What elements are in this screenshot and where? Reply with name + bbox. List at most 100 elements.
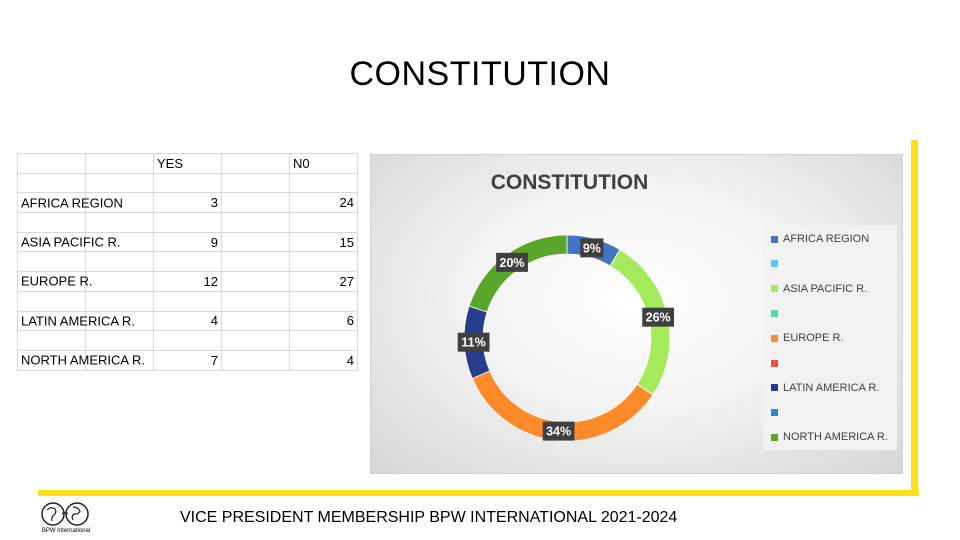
table-header-row: YES N0 <box>17 153 358 174</box>
legend-item: EUROPE R. <box>771 331 844 345</box>
data-table: YES N0 AFRICA REGION 3 24 ASIA PACIFIC R. 9 15 E… <box>17 153 358 371</box>
legend-item <box>771 306 783 320</box>
empty-cell <box>221 330 290 351</box>
empty-cell <box>221 212 290 233</box>
no-cell <box>289 330 358 351</box>
legend-swatch <box>771 285 778 293</box>
table-row <box>17 290 358 312</box>
no-cell: 15 <box>289 231 358 253</box>
table-row: LATIN AMERICA R. 4 6 <box>17 310 358 332</box>
yellow-accent-bottom <box>38 490 919 496</box>
empty-cell <box>221 231 290 253</box>
region-cell <box>17 290 86 312</box>
table-header-cell <box>17 153 86 174</box>
legend-swatch <box>771 235 778 243</box>
legend-item: NORTH AMERICA R. <box>771 430 888 444</box>
empty-cell <box>85 172 154 194</box>
region-label: AFRICA REGION <box>21 195 123 211</box>
legend-item <box>771 406 783 420</box>
legend-label: ASIA PACIFIC R. <box>783 282 868 295</box>
footer-text: VICE PRESIDENT MEMBERSHIP BPW INTERNATIO… <box>180 509 678 526</box>
empty-cell <box>221 192 290 214</box>
bpw-logo-icon <box>41 502 89 526</box>
legend-swatch <box>771 409 778 417</box>
yes-cell: 12 <box>153 271 222 292</box>
region-cell <box>17 251 86 273</box>
empty-cell <box>85 212 154 233</box>
empty-cell <box>85 290 154 312</box>
empty-cell <box>85 330 154 351</box>
region-label: LATIN AMERICA R. <box>21 313 135 329</box>
legend-item <box>771 356 783 370</box>
yes-cell: 4 <box>153 310 222 332</box>
table-row <box>17 251 358 273</box>
table-row: AFRICA REGION 3 24 <box>17 192 358 214</box>
logo-caption: BPW International <box>41 528 91 534</box>
yes-cell: 7 <box>153 349 222 371</box>
region-cell: ASIA PACIFIC R. <box>17 231 120 253</box>
yes-cell <box>153 330 222 351</box>
data-label-box <box>542 421 575 441</box>
empty-cell <box>85 271 154 292</box>
empty-cell <box>221 310 290 332</box>
no-cell: 24 <box>289 192 358 214</box>
data-label-box <box>580 238 604 258</box>
table-header-cell: YES <box>153 153 222 174</box>
donut-slice <box>468 234 568 313</box>
no-cell <box>289 290 358 312</box>
empty-cell <box>221 172 290 194</box>
legend-swatch <box>771 433 778 441</box>
no-cell <box>289 251 358 273</box>
table-row <box>17 172 358 194</box>
legend-label: NORTH AMERICA R. <box>783 431 888 444</box>
no-cell: 4 <box>289 349 358 371</box>
no-cell: 6 <box>289 310 358 332</box>
legend-item: LATIN AMERICA R. <box>771 381 879 395</box>
table-header-cell: N0 <box>289 153 358 174</box>
empty-cell <box>221 290 290 312</box>
data-label-box <box>642 307 675 327</box>
empty-cell <box>221 349 290 371</box>
legend-item: ASIA PACIFIC R. <box>771 282 867 296</box>
region-cell <box>17 212 86 233</box>
legend-swatch <box>771 309 778 317</box>
legend-swatch <box>771 260 778 268</box>
chart-title: CONSTITUTION <box>490 171 649 194</box>
table-row: NORTH AMERICA R. 7 4 <box>17 349 358 371</box>
yes-cell <box>153 251 222 273</box>
data-label: 11% <box>461 336 485 350</box>
chart-legend: AFRICA REGION ASIA PACIFIC R. EUROPE R. LAT… <box>763 225 897 450</box>
data-label-box <box>457 332 490 352</box>
region-cell <box>17 330 86 351</box>
yes-cell <box>153 172 222 194</box>
data-label: 20% <box>500 256 525 270</box>
region-cell <box>17 172 86 194</box>
legend-swatch <box>771 384 778 392</box>
table-header-cell <box>85 153 154 174</box>
legend-label: LATIN AMERICA R. <box>783 381 880 394</box>
no-cell <box>289 172 358 194</box>
data-label-box <box>496 252 528 272</box>
region-cell: AFRICA REGION <box>17 192 123 214</box>
legend-item <box>771 257 783 271</box>
donut-svg: 9% 26% 34% 11% 20% <box>457 234 675 442</box>
data-label: 26% <box>646 311 671 325</box>
region-label: EUROPE R. <box>21 273 93 289</box>
legend-swatch <box>771 359 778 367</box>
region-cell: EUROPE R. <box>17 271 93 292</box>
table-row: ASIA PACIFIC R. 9 15 <box>17 231 358 253</box>
table-row <box>17 212 358 233</box>
yes-cell: 9 <box>153 231 222 253</box>
slide-title: CONSTITUTION <box>349 55 611 93</box>
yes-cell <box>153 290 222 312</box>
region-cell: LATIN AMERICA R. <box>17 310 135 332</box>
empty-cell <box>221 271 290 292</box>
table-row <box>17 330 358 351</box>
empty-cell <box>221 251 290 273</box>
legend-swatch <box>771 334 778 342</box>
data-label: 9% <box>583 241 601 255</box>
legend-item: AFRICA REGION <box>771 232 869 246</box>
region-label: NORTH AMERICA R. <box>21 352 146 368</box>
legend-label: EUROPE R. <box>783 332 844 345</box>
no-cell: 27 <box>289 271 358 292</box>
